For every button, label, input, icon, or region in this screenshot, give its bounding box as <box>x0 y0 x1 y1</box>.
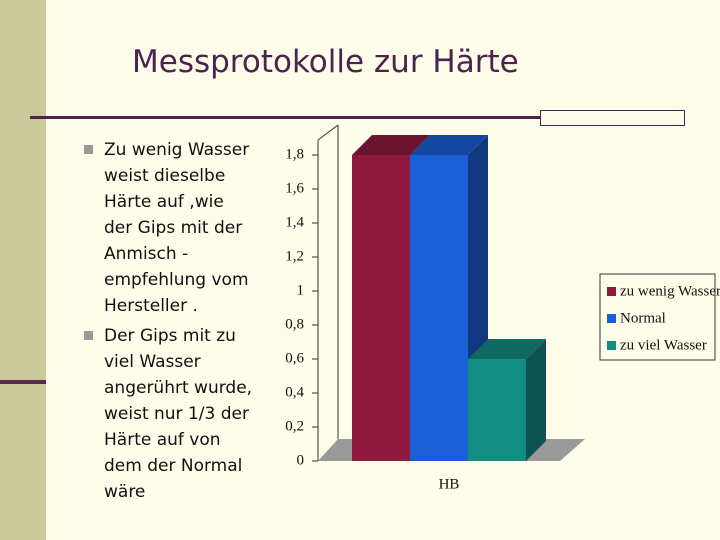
bullet: Der Gips mit zu viel Wasser angerührt wurd… <box>84 323 252 505</box>
text-line: Härte auf von <box>104 430 221 450</box>
bullet-text: Der Gips mit zu viel Wasser angerührt wurd… <box>104 323 252 505</box>
y-tick-label: 0 <box>297 452 305 468</box>
x-tick-label: HB <box>439 476 460 492</box>
stripe-accent <box>0 380 46 384</box>
bullet-text: Zu wenig Wasser weist dieselbe Härte auf ,… <box>104 137 249 319</box>
text-line: Der Gips mit zu <box>104 326 236 346</box>
axis-corner <box>317 124 339 141</box>
bullet-marker <box>84 331 93 340</box>
text-line: angerührt wurde, <box>104 378 253 398</box>
legend-label: zu wenig Wasser <box>620 283 720 299</box>
legend-swatch <box>607 287 616 296</box>
legend-box <box>599 273 716 361</box>
legend-label: Normal <box>620 310 666 326</box>
bar-top <box>468 339 546 359</box>
text-line: Hersteller . <box>104 296 198 316</box>
y-tick-label: 0,6 <box>285 350 304 366</box>
y-tick-label: 0,8 <box>285 316 304 332</box>
bar <box>468 359 526 461</box>
bar <box>410 155 468 461</box>
y-tick-label: 1,4 <box>285 214 304 230</box>
bar-side <box>526 339 546 461</box>
text-line: der Gips mit der <box>104 218 243 238</box>
text-line: wäre <box>104 482 146 502</box>
bar-top <box>352 135 430 155</box>
bar <box>352 155 410 461</box>
side-stripe <box>0 0 46 540</box>
bullet: Zu wenig Wasser weist dieselbe Härte auf ,… <box>84 137 249 319</box>
legend-label: zu viel Wasser <box>620 337 707 353</box>
text-line: Härte auf ,wie <box>104 192 224 212</box>
text-line: weist dieselbe <box>104 166 226 186</box>
y-tick-label: 0,2 <box>285 418 304 434</box>
y-tick-label: 0,4 <box>285 384 304 400</box>
text-line: Zu wenig Wasser <box>104 140 250 160</box>
text-line: empfehlung vom <box>104 270 249 290</box>
rule-box <box>540 110 685 126</box>
legend-swatch <box>607 314 616 323</box>
y-tick-label: 1 <box>297 282 305 298</box>
bullet-marker <box>84 145 93 154</box>
text-line: viel Wasser <box>104 352 201 372</box>
bar-top <box>410 135 488 155</box>
text-line: dem der Normal <box>104 456 243 476</box>
slide-title: Messprotokolle zur Härte <box>132 44 519 80</box>
text-line: Anmisch - <box>104 244 189 264</box>
title-rule <box>30 116 685 119</box>
y-tick-label: 1,6 <box>285 180 304 196</box>
y-tick-label: 1,8 <box>285 146 304 162</box>
text-line: weist nur 1/3 der <box>104 404 249 424</box>
y-tick-label: 1,2 <box>285 248 304 264</box>
legend-swatch <box>607 341 616 350</box>
